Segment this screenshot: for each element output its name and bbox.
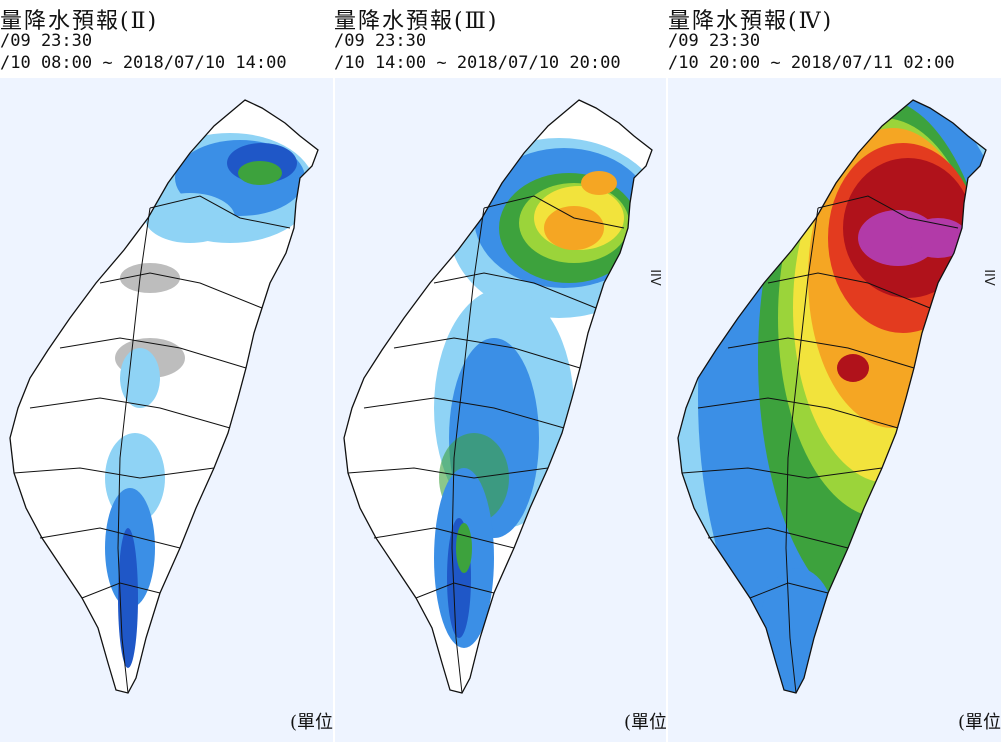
forecast-panel-4: 量降水預報(Ⅳ) /09 23:30 /10 20:00 ~ 2018/07/1… — [668, 0, 1001, 752]
rainfall-map — [334, 78, 667, 742]
issued-time: /09 23:30 — [668, 31, 761, 51]
valid-range: /10 08:00 ~ 2018/07/10 14:00 — [0, 53, 287, 73]
valid-range: /10 20:00 ~ 2018/07/11 02:00 — [668, 53, 955, 73]
panel-title: 量降水預報(Ⅲ) — [334, 9, 499, 34]
issued-time: /09 23:30 — [334, 31, 427, 51]
rainfall-map — [668, 78, 1001, 742]
taiwan-rainfall-svg — [677, 99, 987, 694]
panel-divider — [333, 0, 335, 752]
side-label: IIV — [981, 269, 997, 286]
forecast-panel-3: 量降水預報(Ⅲ) /09 23:30 /10 14:00 ~ 2018/07/1… — [334, 0, 667, 752]
valid-range: /10 14:00 ~ 2018/07/10 20:00 — [334, 53, 621, 73]
side-label: IIV — [647, 269, 663, 286]
taiwan-rainfall-svg — [9, 99, 319, 694]
forecast-panel-2: 量降水預報(Ⅱ) /09 23:30 /10 08:00 ~ 2018/07/1… — [0, 0, 333, 752]
panel-header: 量降水預報(Ⅳ) /09 23:30 /10 20:00 ~ 2018/07/1… — [668, 0, 1001, 78]
issued-time: /09 23:30 — [0, 31, 93, 51]
unit-label: (單位 — [623, 712, 667, 733]
panel-divider — [666, 0, 668, 752]
rainfall-map — [0, 78, 333, 742]
panel-header: 量降水預報(Ⅲ) /09 23:30 /10 14:00 ~ 2018/07/1… — [334, 0, 667, 78]
panel-title: 量降水預報(Ⅱ) — [0, 9, 159, 34]
panel-title: 量降水預報(Ⅳ) — [668, 9, 834, 34]
unit-label: (單位 — [289, 712, 333, 733]
panel-header: 量降水預報(Ⅱ) /09 23:30 /10 08:00 ~ 2018/07/1… — [0, 0, 333, 78]
taiwan-rainfall-svg — [343, 99, 653, 694]
unit-label: (單位 — [957, 712, 1001, 733]
